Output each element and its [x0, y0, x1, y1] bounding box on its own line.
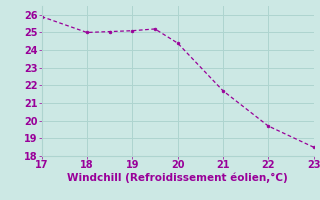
X-axis label: Windchill (Refroidissement éolien,°C): Windchill (Refroidissement éolien,°C): [67, 173, 288, 183]
